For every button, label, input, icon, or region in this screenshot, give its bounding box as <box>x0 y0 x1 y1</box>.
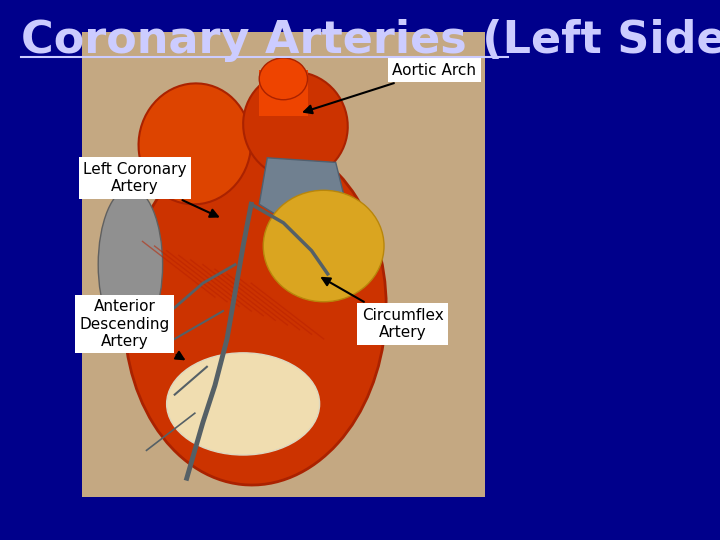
Text: Aortic Arch: Aortic Arch <box>304 63 477 113</box>
Text: Left Coronary
Artery: Left Coronary Artery <box>84 162 218 217</box>
Text: Coronary Arteries (Left Side): Coronary Arteries (Left Side) <box>21 19 720 62</box>
Text: Circumflex
Artery: Circumflex Artery <box>323 278 444 340</box>
Text: Anterior
Descending
Artery: Anterior Descending Artery <box>79 299 184 359</box>
